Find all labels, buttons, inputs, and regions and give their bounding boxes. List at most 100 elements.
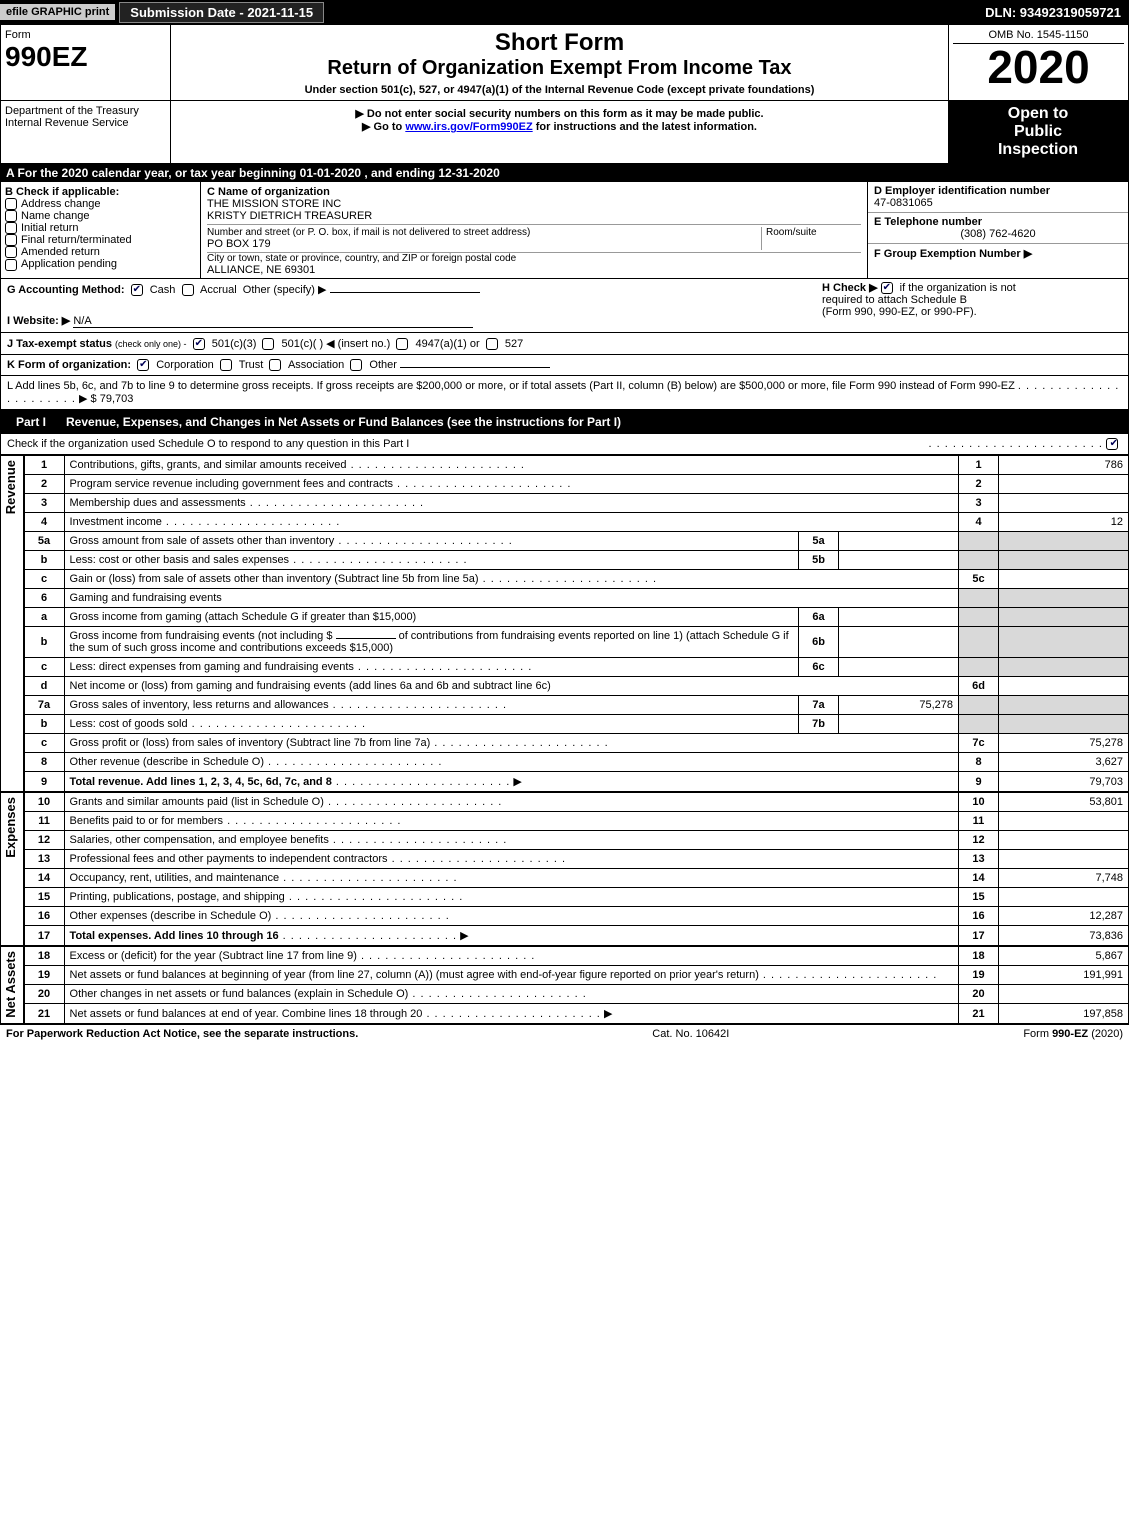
dept-block: Department of the Treasury Internal Reve… [1,101,171,163]
chk-name-change[interactable] [5,210,17,222]
line-num: 1 [24,456,64,475]
chk-association[interactable] [269,359,281,371]
line-amount [999,888,1129,907]
line-amount: 5,867 [999,947,1129,966]
top-bar: efile GRAPHIC print Submission Date - 20… [0,0,1129,24]
chk-501c[interactable] [262,338,274,350]
line-amount: 12 [999,513,1129,532]
net-assets-section: Net Assets 18Excess or (deficit) for the… [0,946,1129,1024]
line-desc: Total expenses. Add lines 10 through 16 [70,930,279,942]
line-k: K Form of organization: Corporation Trus… [0,355,1129,376]
line-desc: Net income or (loss) from gaming and fun… [70,680,551,692]
chk-cash[interactable] [131,284,143,296]
shaded-cell [959,532,999,551]
chk-final-return[interactable] [5,234,17,246]
line-desc: Professional fees and other payments to … [70,853,388,865]
chk-accrual[interactable] [182,284,194,296]
line-ref: 8 [959,753,999,772]
line-num: 21 [24,1004,64,1024]
chk-amended-return[interactable] [5,246,17,258]
line-desc: Gross amount from sale of assets other t… [70,535,335,547]
table-row: 7aGross sales of inventory, less returns… [24,696,1128,715]
shaded-cell [959,715,999,734]
dept-treasury: Department of the Treasury [5,105,166,117]
chk-schedule-o-used[interactable] [1106,438,1118,450]
table-row: 2Program service revenue including gover… [24,475,1128,494]
chk-schedule-b-not-required[interactable] [881,282,893,294]
line-amount [999,494,1129,513]
irs-link[interactable]: www.irs.gov/Form990EZ [405,121,532,133]
chk-corporation[interactable] [137,359,149,371]
page-footer: For Paperwork Reduction Act Notice, see … [0,1024,1129,1043]
form-ref: Form 990-EZ (2020) [1023,1028,1123,1040]
sub-line-ref: 6a [799,608,839,627]
line-desc: Net assets or fund balances at beginning… [70,969,759,981]
line-ref: 14 [959,869,999,888]
line-num: 9 [24,772,64,792]
line-desc: Investment income [70,516,162,528]
line-desc: Program service revenue including govern… [70,478,393,490]
line-ref: 15 [959,888,999,907]
line-num: 6 [24,589,64,608]
line-amount [999,812,1129,831]
notice-goto-pre: ▶ Go to [362,121,405,133]
line-h-label: H Check ▶ [822,282,878,294]
line-j: J Tax-exempt status (check only one) - 5… [0,333,1129,355]
dots-icon [332,776,510,788]
street-value: PO BOX 179 [207,238,761,250]
line-ref: 5c [959,570,999,589]
tax-exempt-sub: (check only one) - [115,339,187,349]
line-desc: Net assets or fund balances at end of ye… [70,1008,423,1020]
part-i-num: Part I [6,413,56,431]
other-specify-input[interactable] [330,292,480,293]
table-row: 20Other changes in net assets or fund ba… [24,985,1128,1004]
short-form-title: Short Form [175,29,944,57]
org-treasurer: KRISTY DIETRICH TREASURER [207,210,861,222]
chk-501c3[interactable] [193,338,205,350]
line-ref: 20 [959,985,999,1004]
table-row: 5a Gross amount from sale of assets other… [24,532,1128,551]
line-num: 4 [24,513,64,532]
line-amount: 7,748 [999,869,1129,888]
table-row: 15Printing, publications, postage, and s… [24,888,1128,907]
chk-4947[interactable] [396,338,408,350]
other-org-input[interactable] [400,367,550,368]
chk-527[interactable] [486,338,498,350]
line-ref: 3 [959,494,999,513]
line-desc: Benefits paid to or for members [70,815,223,827]
expenses-side-label: Expenses [1,793,20,862]
line-desc: Gross profit or (loss) from sales of inv… [70,737,431,749]
expenses-section: Expenses 10Grants and similar amounts pa… [0,792,1129,946]
chk-address-change[interactable] [5,198,17,210]
chk-trust[interactable] [220,359,232,371]
paperwork-notice: For Paperwork Reduction Act Notice, see … [6,1028,358,1040]
cat-number: Cat. No. 10642I [358,1028,1023,1040]
sub-line-value [839,627,959,658]
form-word: Form [5,29,166,41]
room-suite-label: Room/suite [766,227,861,238]
line-h-text3: (Form 990, 990-EZ, or 990-PF). [822,306,977,318]
revenue-side-label-col: Revenue [0,455,24,792]
line-amount: 197,858 [999,1004,1129,1024]
table-row: 21 Net assets or fund balances at end of … [24,1004,1128,1024]
chk-initial-return[interactable] [5,222,17,234]
shaded-cell [959,658,999,677]
dots-icon [357,950,535,962]
sub-line-value: 75,278 [839,696,959,715]
dots-icon [422,1008,600,1020]
line-ref: 17 [959,926,999,946]
sub-line-ref: 5b [799,551,839,570]
dots-icon [334,535,512,547]
chk-other-org[interactable] [350,359,362,371]
opt-4947: 4947(a)(1) or [415,338,479,350]
line-amount [999,570,1129,589]
contrib-input[interactable] [336,638,396,639]
line-num: 11 [24,812,64,831]
table-row: aGross income from gaming (attach Schedu… [24,608,1128,627]
table-row: 12Salaries, other compensation, and empl… [24,831,1128,850]
efile-print-label[interactable]: efile GRAPHIC print [0,4,115,20]
line-num: 5a [24,532,64,551]
chk-application-pending[interactable] [5,259,17,271]
line-ref: 12 [959,831,999,850]
line-ref: 18 [959,947,999,966]
